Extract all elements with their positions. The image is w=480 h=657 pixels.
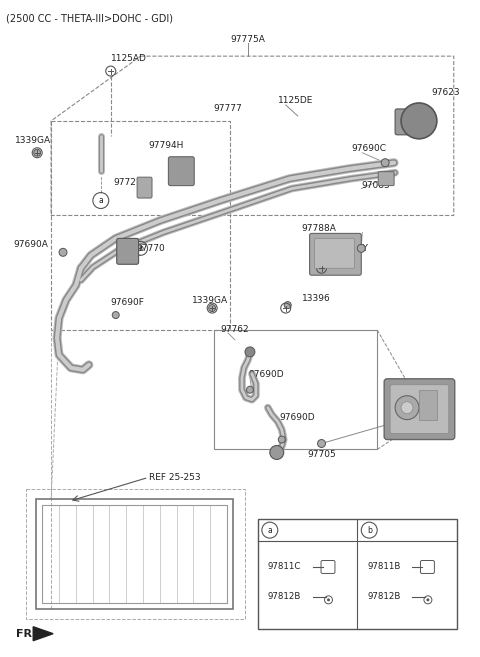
Circle shape	[284, 302, 291, 309]
Text: b: b	[138, 244, 143, 253]
Bar	[26, 489, 245, 619]
Polygon shape	[33, 627, 53, 641]
Text: REF 25-253: REF 25-253	[148, 473, 200, 482]
FancyBboxPatch shape	[390, 385, 449, 434]
Circle shape	[401, 103, 437, 139]
FancyBboxPatch shape	[395, 109, 421, 135]
Circle shape	[245, 347, 255, 357]
Text: b: b	[367, 526, 372, 535]
Text: 97812B: 97812B	[268, 593, 301, 601]
Text: 97690F: 97690F	[111, 298, 144, 307]
Bar	[42, 505, 227, 603]
Text: 97777: 97777	[214, 104, 242, 114]
FancyBboxPatch shape	[137, 177, 152, 198]
Circle shape	[209, 305, 216, 311]
Text: 97705: 97705	[307, 450, 336, 459]
Text: 97690D: 97690D	[248, 371, 284, 379]
FancyBboxPatch shape	[384, 379, 455, 440]
Circle shape	[270, 445, 284, 459]
Circle shape	[381, 159, 389, 167]
Text: a: a	[98, 196, 103, 205]
Text: (2500 CC - THETA-III>DOHC - GDI): (2500 CC - THETA-III>DOHC - GDI)	[6, 13, 173, 24]
Circle shape	[59, 248, 67, 256]
Text: 97690C: 97690C	[351, 145, 386, 153]
FancyBboxPatch shape	[310, 233, 361, 275]
Text: 1125DE: 1125DE	[278, 97, 313, 106]
Text: 97770: 97770	[137, 244, 165, 253]
Circle shape	[327, 599, 330, 601]
Text: 97701: 97701	[427, 403, 456, 412]
Circle shape	[246, 386, 253, 394]
Circle shape	[278, 436, 285, 443]
FancyBboxPatch shape	[117, 238, 139, 264]
Text: 97812B: 97812B	[367, 593, 401, 601]
FancyBboxPatch shape	[168, 157, 194, 186]
Text: 1125AD: 1125AD	[111, 54, 146, 62]
Text: 97623: 97623	[431, 89, 459, 97]
Text: 97690D: 97690D	[280, 413, 315, 422]
Text: 97788A: 97788A	[301, 224, 336, 233]
Bar	[258, 519, 457, 629]
Text: FR.: FR.	[16, 629, 37, 639]
Text: 1140EY: 1140EY	[336, 244, 369, 253]
Circle shape	[357, 244, 365, 252]
Text: 1339GA: 1339GA	[192, 296, 228, 305]
Bar	[419, 390, 437, 420]
Circle shape	[395, 396, 419, 420]
Circle shape	[426, 599, 430, 601]
Bar	[36, 499, 233, 609]
Text: 97721B: 97721B	[114, 178, 148, 187]
Text: 97811B: 97811B	[367, 562, 401, 572]
Bar	[51, 121, 230, 330]
FancyBboxPatch shape	[378, 171, 394, 186]
Text: 97775A: 97775A	[230, 35, 265, 44]
Circle shape	[112, 311, 119, 319]
Text: 97762: 97762	[220, 325, 249, 334]
Text: a: a	[267, 526, 272, 535]
Text: 97083: 97083	[361, 181, 390, 190]
Circle shape	[318, 440, 325, 447]
FancyBboxPatch shape	[314, 238, 354, 268]
Circle shape	[34, 149, 41, 156]
Text: 97794H: 97794H	[148, 141, 184, 150]
Text: 13396: 13396	[301, 294, 330, 303]
Text: 1339GA: 1339GA	[15, 136, 51, 145]
Text: 97690A: 97690A	[13, 240, 48, 249]
Circle shape	[401, 401, 413, 414]
Text: 97811C: 97811C	[268, 562, 301, 572]
